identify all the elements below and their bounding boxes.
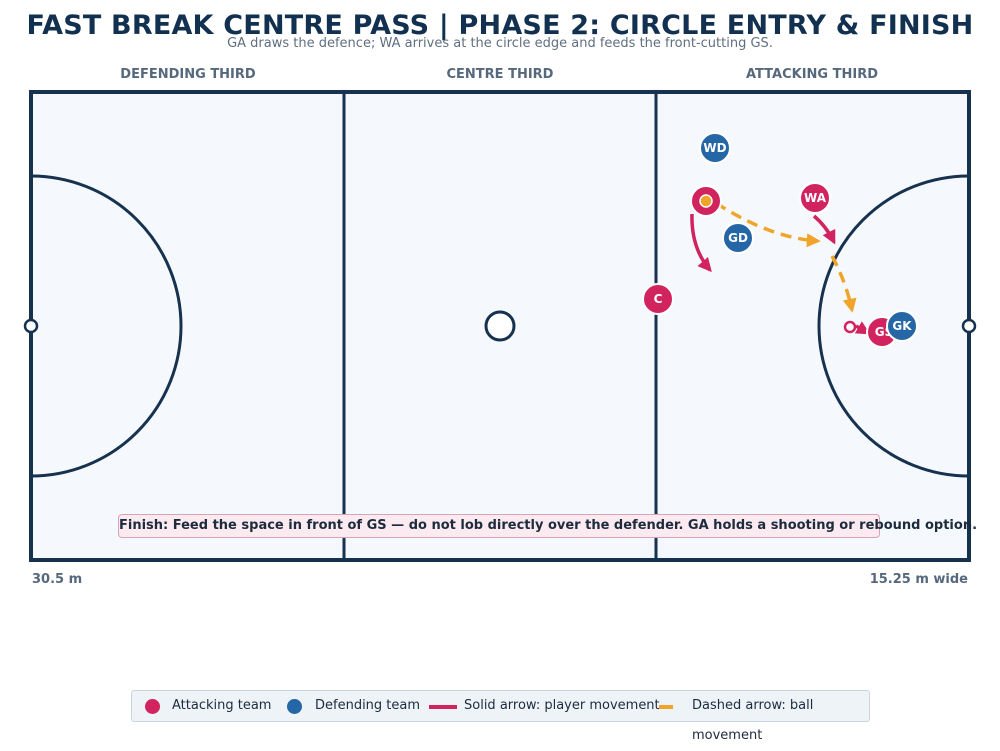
legend: Attacking team Defending team Solid arro… bbox=[131, 690, 870, 743]
goal-post-defending bbox=[23, 318, 39, 334]
ball-icon bbox=[699, 194, 713, 208]
zone-label-attacking: ATTACKING THIRD bbox=[745, 67, 879, 82]
zone-label-defending: DEFENDING THIRD bbox=[120, 67, 256, 82]
ga-movement-arrow bbox=[690, 213, 712, 273]
attacking-team-swatch bbox=[145, 699, 160, 714]
legend-attacking-label: Attacking team bbox=[172, 698, 272, 713]
player-c-label: C bbox=[654, 292, 663, 306]
goal-circle-attacking bbox=[817, 174, 970, 478]
player-wd: WD bbox=[699, 132, 731, 164]
ball-movement-swatch bbox=[659, 705, 673, 709]
legend-defending-label: Defending team bbox=[315, 698, 421, 713]
zone-label-centre: CENTRE THIRD bbox=[446, 67, 554, 82]
legend-dashed-label: Dashed arrow: ball movement bbox=[692, 698, 814, 743]
player-gk: GK bbox=[886, 310, 918, 342]
legend-solid-label: Solid arrow: player movement bbox=[464, 698, 660, 713]
diagram-title: FAST BREAK CENTRE PASS | PHASE 2: CIRCLE… bbox=[26, 10, 974, 41]
player-gk-label: GK bbox=[892, 319, 912, 333]
court-width-label: 15.25 m wide bbox=[869, 572, 968, 587]
gs-start-marker bbox=[843, 320, 857, 334]
player-ga-with-ball bbox=[690, 185, 722, 217]
netball-court: WD GD WA C GS GK bbox=[23, 90, 977, 562]
court-length-label: 30.5 m bbox=[32, 572, 83, 587]
diagram-subtitle: GA draws the defence; WA arrives at the … bbox=[227, 36, 773, 51]
player-c: C bbox=[642, 283, 674, 315]
player-gd: GD bbox=[722, 222, 754, 254]
ball-pass-ga-to-wa bbox=[715, 201, 821, 248]
centre-circle bbox=[484, 310, 516, 342]
ball-pass-wa-to-gs bbox=[830, 255, 857, 313]
wa-movement-arrow bbox=[812, 214, 836, 245]
player-wa-label: WA bbox=[804, 191, 827, 205]
goal-circle-defending bbox=[30, 174, 183, 478]
gs-movement-arrow bbox=[854, 321, 871, 335]
goal-post-attacking bbox=[961, 318, 977, 334]
player-wd-label: WD bbox=[703, 141, 726, 155]
player-wa: WA bbox=[799, 182, 831, 214]
defending-team-swatch bbox=[287, 699, 302, 714]
coaching-note: Finish: Feed the space in front of GS — … bbox=[118, 514, 977, 538]
player-movement-swatch bbox=[429, 705, 457, 709]
player-gd-label: GD bbox=[728, 231, 748, 245]
